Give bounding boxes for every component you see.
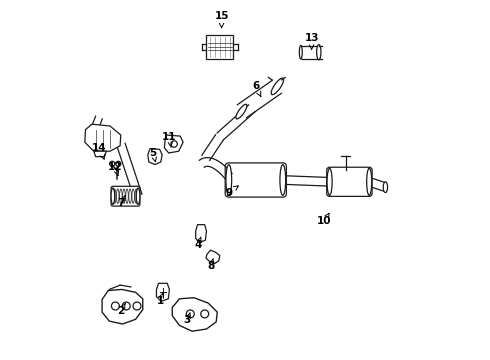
Ellipse shape [236,104,247,119]
Polygon shape [85,124,121,151]
Polygon shape [102,289,143,324]
Text: 7: 7 [117,195,125,208]
Polygon shape [283,176,330,186]
Ellipse shape [299,45,302,59]
Polygon shape [172,298,217,331]
Ellipse shape [327,168,332,195]
Text: 11: 11 [162,132,177,147]
Text: 14: 14 [92,143,106,159]
Polygon shape [94,151,106,157]
Polygon shape [92,116,102,127]
Polygon shape [206,250,220,264]
Polygon shape [196,225,206,243]
Text: 3: 3 [184,312,191,325]
Ellipse shape [111,188,115,204]
Ellipse shape [280,165,286,195]
Text: 6: 6 [252,81,261,97]
Polygon shape [164,135,183,153]
Text: 9: 9 [225,186,238,198]
Text: 5: 5 [149,148,157,162]
Polygon shape [199,158,232,179]
Text: 4: 4 [195,237,202,250]
Text: 1: 1 [157,293,164,306]
Polygon shape [117,143,142,198]
Ellipse shape [136,188,140,204]
Text: 10: 10 [317,213,331,226]
FancyBboxPatch shape [111,186,140,206]
FancyBboxPatch shape [206,35,233,58]
Polygon shape [148,149,162,165]
Polygon shape [301,46,319,59]
Text: 2: 2 [117,303,125,316]
Polygon shape [201,134,224,161]
Text: 15: 15 [214,11,229,28]
FancyBboxPatch shape [225,163,286,197]
Ellipse shape [317,45,321,60]
Text: 12: 12 [108,162,122,176]
FancyBboxPatch shape [327,167,372,197]
Ellipse shape [383,182,388,193]
Text: 8: 8 [207,258,215,271]
Ellipse shape [271,78,284,95]
Polygon shape [156,283,170,301]
Ellipse shape [226,165,232,195]
Polygon shape [237,80,282,118]
Text: 13: 13 [304,33,319,49]
Ellipse shape [367,168,372,195]
Polygon shape [368,178,387,191]
Polygon shape [217,104,255,140]
